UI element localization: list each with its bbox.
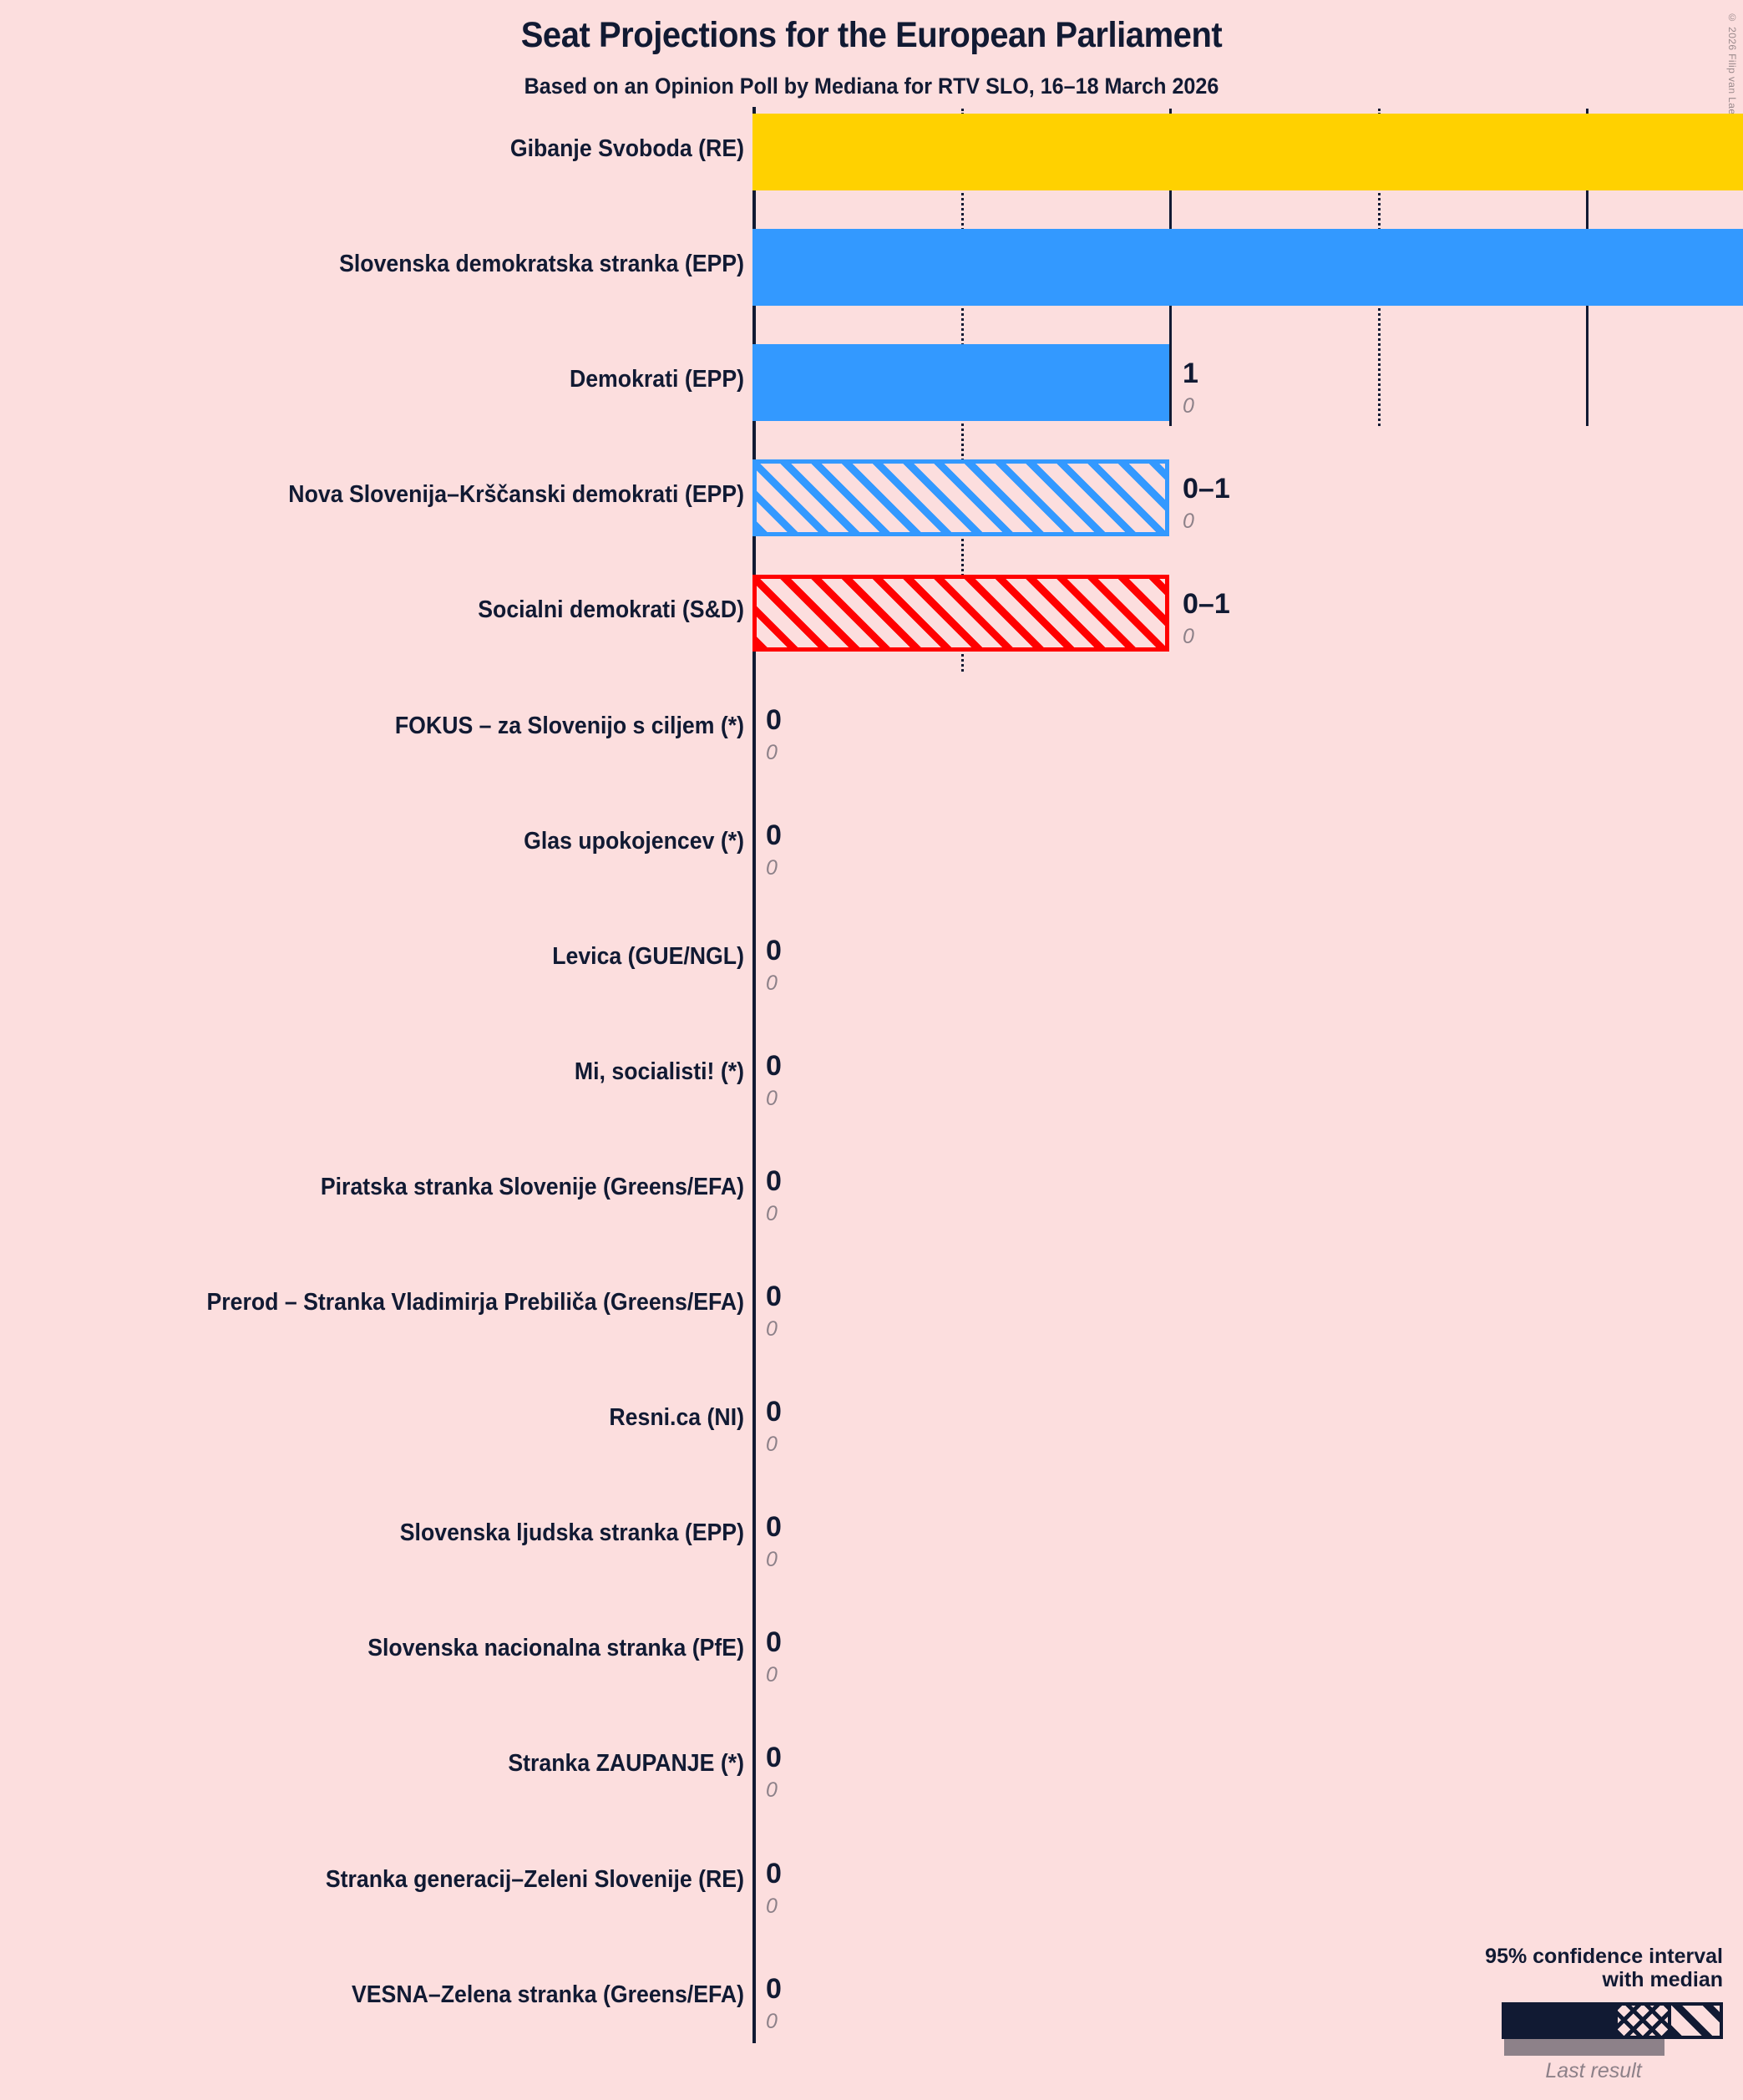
bar-segment-diagonal-hatch: [752, 575, 1169, 652]
seat-range-value: 0: [766, 819, 782, 851]
chart-row: Resni.ca (NI) 0 0: [0, 1382, 1743, 1459]
chart-subtitle: Based on an Opinion Poll by Mediana for …: [524, 74, 1219, 99]
last-result-value: 0: [1183, 625, 1194, 649]
party-label: Glas upokojencev (*): [524, 827, 744, 855]
chart-row: Socialni demokrati (S&D) 0–1 0: [0, 575, 1743, 652]
chart-row: VESNA–Zelena stranka (Greens/EFA) 0 0: [0, 1960, 1743, 2037]
last-result-value: 0: [1183, 510, 1194, 534]
party-label: Slovenska ljudska stranka (EPP): [399, 1519, 744, 1547]
last-result-value: 0: [766, 1086, 778, 1110]
party-label: Gibanje Svoboda (RE): [509, 135, 744, 162]
last-result-value: 0: [766, 1317, 778, 1341]
seat-range-value: 0–1: [1183, 473, 1230, 505]
seat-range-value: 0: [766, 1049, 782, 1082]
chart-row: Slovenska demokratska stranka (EPP)3–40: [0, 229, 1743, 307]
seat-range-bar: [752, 229, 1743, 307]
party-label: Resni.ca (NI): [609, 1404, 744, 1432]
party-label: Slovenska nacionalna stranka (PfE): [367, 1635, 744, 1662]
chart-row: Demokrati (EPP) 1 0: [0, 344, 1743, 422]
legend-line-1: 95% confidence interval: [1485, 1944, 1723, 1968]
seat-range-value: 0: [766, 1396, 782, 1428]
last-result-value: 0: [1183, 394, 1194, 418]
legend-last-result-label: Last result: [1545, 2059, 1642, 2082]
chart-title: Seat Projections for the European Parlia…: [520, 15, 1223, 55]
bar-segment-solid: [752, 114, 1743, 190]
chart-legend: 95% confidence interval with median Last…: [1447, 1945, 1723, 2084]
chart-row: Stranka ZAUPANJE (*) 0 0: [0, 1728, 1743, 1805]
last-result-value: 0: [766, 2009, 778, 2033]
party-label: Stranka generacij–Zeleni Slovenije (RE): [325, 1865, 744, 1893]
party-label: FOKUS – za Slovenijo s ciljem (*): [394, 712, 744, 739]
last-result-value: 0: [766, 1663, 778, 1687]
last-result-value: 0: [766, 1548, 778, 1572]
last-result-value: 0: [766, 971, 778, 995]
chart-row: Piratska stranka Slovenije (Greens/EFA) 0…: [0, 1152, 1743, 1229]
last-result-value: 0: [766, 1778, 778, 1803]
seat-range-value: 0: [766, 1972, 782, 2005]
seat-range-value: 0: [766, 1164, 782, 1197]
chart-row: FOKUS – za Slovenijo s ciljem (*) 0 0: [0, 691, 1743, 768]
bar-segment-solid: [752, 229, 1743, 307]
legend-last-result-swatch: [1504, 2039, 1664, 2056]
seat-range-value: 0: [766, 934, 782, 966]
party-label: Piratska stranka Slovenije (Greens/EFA): [320, 1173, 744, 1200]
last-result-value: 0: [766, 740, 778, 764]
chart-row: Mi, socialisti! (*) 0 0: [0, 1037, 1743, 1113]
party-label: Demokrati (EPP): [569, 366, 744, 393]
seat-range-bar: [752, 459, 1169, 537]
seat-range-value: 0: [766, 1742, 782, 1774]
legend-cross-hatch-swatch: [1618, 2006, 1668, 2036]
seat-range-bar: [752, 344, 1169, 422]
chart-row: Prerod – Stranka Vladimirja Prebiliča (G…: [0, 1267, 1743, 1344]
chart-row: Levica (GUE/NGL) 0 0: [0, 921, 1743, 998]
legend-diagonal-hatch-swatch: [1671, 2006, 1720, 2036]
copyright-notice: © 2026 Filip van Laenen: [1726, 12, 1738, 133]
zero-axis-line: [752, 107, 756, 2043]
party-label: Prerod – Stranka Vladimirja Prebiliča (G…: [206, 1289, 744, 1316]
legend-line-2: with median: [1602, 1968, 1723, 1992]
party-label: Slovenska demokratska stranka (EPP): [339, 251, 744, 278]
chart-row: Gibanje Svoboda (RE)3–40: [0, 114, 1743, 190]
chart-row: Glas upokojencev (*) 0 0: [0, 806, 1743, 883]
party-label: Socialni demokrati (S&D): [478, 596, 744, 624]
party-label: Levica (GUE/NGL): [552, 942, 744, 970]
seat-range-bar: [752, 114, 1743, 190]
bar-segment-diagonal-hatch: [752, 459, 1169, 537]
chart-row: Stranka generacij–Zeleni Slovenije (RE) 0…: [0, 1844, 1743, 1921]
chart-row: Nova Slovenija–Krščanski demokrati (EPP)…: [0, 459, 1743, 537]
seat-range-value: 0: [766, 1626, 782, 1659]
last-result-value: 0: [766, 1201, 778, 1225]
bar-segment-solid: [752, 344, 1169, 422]
party-label: Mi, socialisti! (*): [574, 1058, 744, 1085]
chart-row: Slovenska ljudska stranka (EPP) 0 0: [0, 1498, 1743, 1575]
seat-range-value: 0: [766, 1857, 782, 1889]
seat-range-value: 0: [766, 1511, 782, 1544]
seat-range-value: 0: [766, 1281, 782, 1312]
last-result-value: 0: [766, 1433, 778, 1457]
seat-range-value: 0: [766, 703, 782, 736]
seat-range-value: 0–1: [1183, 588, 1230, 621]
chart-row: Slovenska nacionalna stranka (PfE) 0 0: [0, 1613, 1743, 1690]
party-label: Nova Slovenija–Krščanski demokrati (EPP): [288, 481, 744, 509]
seat-range-bar: [752, 575, 1169, 652]
party-label: Stranka ZAUPANJE (*): [508, 1750, 744, 1778]
last-result-value: 0: [766, 1894, 778, 1918]
party-label: VESNA–Zelena stranka (Greens/EFA): [351, 1981, 744, 2008]
legend-interval-swatch: [1502, 2002, 1723, 2039]
last-result-value: 0: [766, 855, 778, 880]
seat-range-value: 1: [1183, 358, 1198, 390]
